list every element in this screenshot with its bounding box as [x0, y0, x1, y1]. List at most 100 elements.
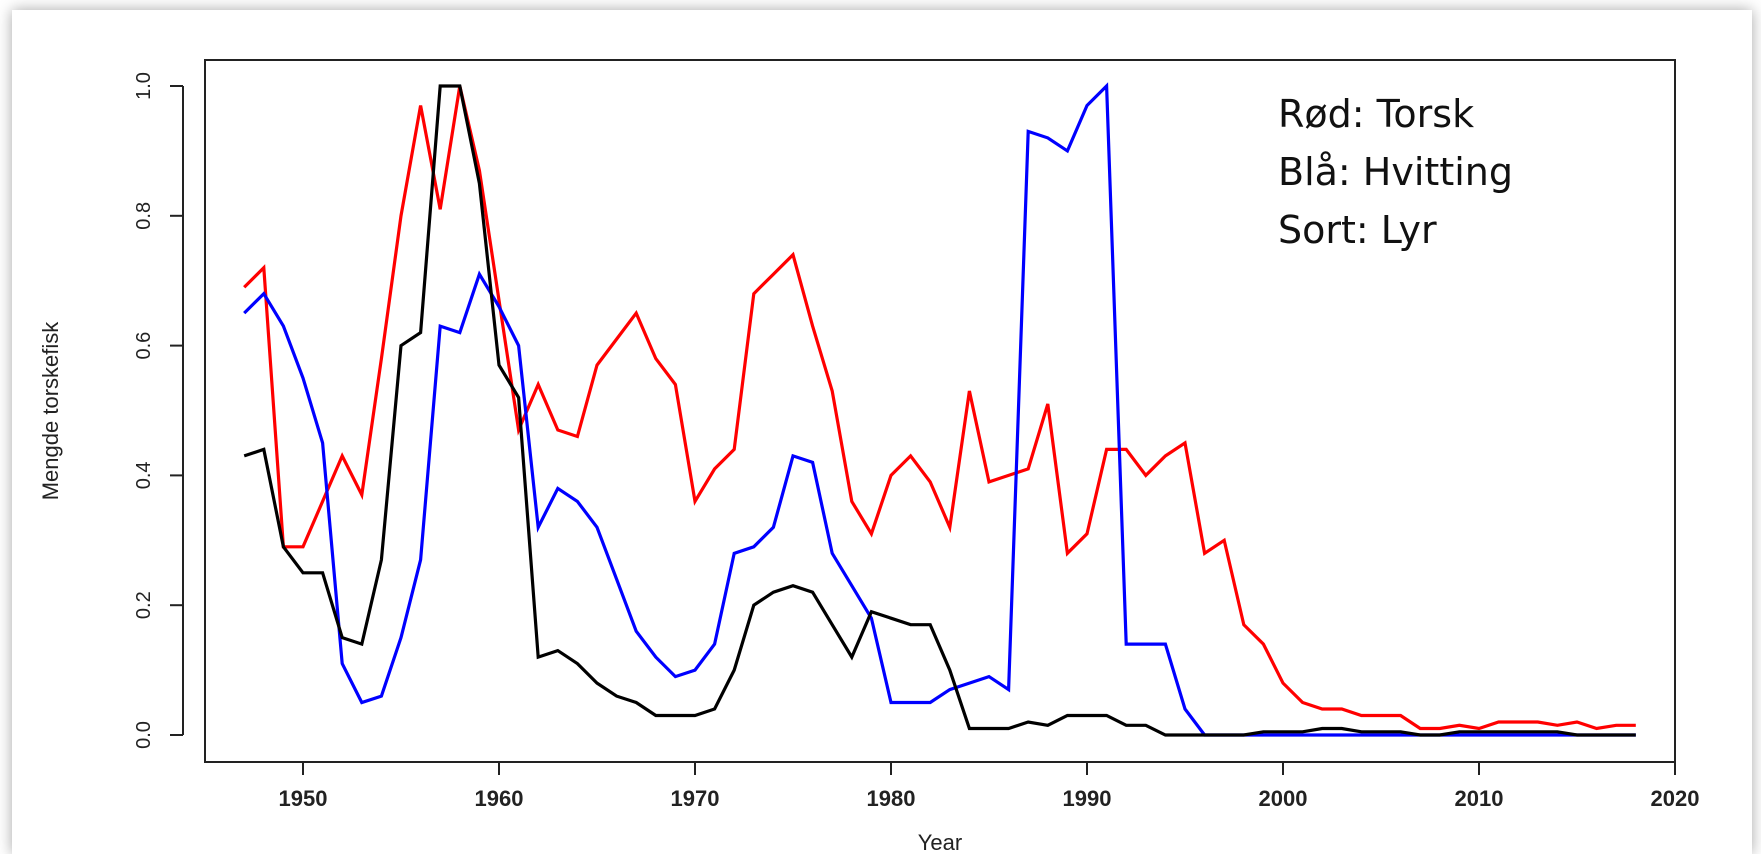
- data-point-hvitting: [1027, 130, 1029, 132]
- data-point-torsk: [1203, 552, 1205, 554]
- data-point-lyr: [1027, 721, 1029, 723]
- data-point-torsk: [498, 299, 500, 301]
- data-point-lyr: [1497, 731, 1499, 733]
- data-point-lyr: [1556, 731, 1558, 733]
- data-point-torsk: [576, 435, 578, 437]
- data-point-torsk: [1047, 403, 1049, 405]
- data-point-lyr: [537, 656, 539, 658]
- data-point-lyr: [694, 714, 696, 716]
- data-point-torsk: [1399, 714, 1401, 716]
- y-tick-label: 0.4: [133, 461, 155, 489]
- data-point-hvitting: [655, 656, 657, 658]
- data-point-lyr: [988, 727, 990, 729]
- data-point-torsk: [1576, 721, 1578, 723]
- data-point-hvitting: [1164, 643, 1166, 645]
- data-point-lyr: [655, 714, 657, 716]
- data-point-lyr: [1125, 724, 1127, 726]
- data-point-lyr: [1458, 731, 1460, 733]
- data-point-torsk: [1282, 682, 1284, 684]
- data-point-torsk: [1478, 727, 1480, 729]
- data-point-lyr: [517, 396, 519, 398]
- data-point-hvitting: [400, 636, 402, 638]
- data-point-torsk: [772, 273, 774, 275]
- data-point-lyr: [949, 669, 951, 671]
- data-point-hvitting: [302, 377, 304, 379]
- data-point-lyr: [282, 546, 284, 548]
- data-point-hvitting: [811, 461, 813, 463]
- data-point-torsk: [1007, 474, 1009, 476]
- data-point-torsk: [1321, 708, 1323, 710]
- data-point-lyr: [968, 727, 970, 729]
- data-point-hvitting: [1497, 734, 1499, 736]
- data-point-hvitting: [792, 455, 794, 457]
- data-point-lyr: [557, 649, 559, 651]
- data-point-torsk: [1615, 724, 1617, 726]
- data-point-lyr: [478, 182, 480, 184]
- data-point-lyr: [831, 623, 833, 625]
- data-point-hvitting: [1517, 734, 1519, 736]
- data-point-torsk: [988, 481, 990, 483]
- data-point-hvitting: [909, 701, 911, 703]
- data-point-torsk: [263, 267, 265, 269]
- data-point-lyr: [1282, 731, 1284, 733]
- chart-frame: [12, 10, 1752, 854]
- data-point-hvitting: [1086, 104, 1088, 106]
- data-point-lyr: [1086, 714, 1088, 716]
- data-point-lyr: [909, 623, 911, 625]
- data-point-lyr: [1399, 731, 1401, 733]
- data-point-hvitting: [1184, 708, 1186, 710]
- data-point-torsk: [1027, 468, 1029, 470]
- data-point-torsk: [811, 325, 813, 327]
- data-point-lyr: [1262, 731, 1264, 733]
- data-point-torsk: [341, 455, 343, 457]
- data-point-torsk: [361, 494, 363, 496]
- legend-entry-hvitting: Blå: Hvitting: [1278, 150, 1513, 194]
- data-point-lyr: [753, 604, 755, 606]
- data-point-torsk: [1360, 714, 1362, 716]
- data-point-torsk: [380, 357, 382, 359]
- data-point-lyr: [498, 364, 500, 366]
- data-point-lyr: [1341, 727, 1343, 729]
- data-point-lyr: [1145, 724, 1147, 726]
- data-point-hvitting: [557, 487, 559, 489]
- data-point-lyr: [1635, 734, 1637, 736]
- data-point-torsk: [1595, 727, 1597, 729]
- x-tick-label: 2010: [1455, 786, 1504, 811]
- y-tick-label: 0.2: [133, 591, 155, 619]
- data-point-hvitting: [282, 325, 284, 327]
- data-point-torsk: [968, 390, 970, 392]
- x-tick-label: 1980: [867, 786, 916, 811]
- data-point-hvitting: [380, 695, 382, 697]
- data-point-torsk: [478, 169, 480, 171]
- legend-entry-lyr: Sort: Lyr: [1278, 208, 1437, 252]
- data-point-hvitting: [1282, 734, 1284, 736]
- data-point-torsk: [1164, 455, 1166, 457]
- x-tick-label: 2000: [1259, 786, 1308, 811]
- data-point-lyr: [1105, 714, 1107, 716]
- data-point-lyr: [1615, 734, 1617, 736]
- data-point-hvitting: [361, 701, 363, 703]
- data-point-hvitting: [890, 701, 892, 703]
- data-point-hvitting: [753, 546, 755, 548]
- x-tick-label: 1960: [475, 786, 524, 811]
- data-point-lyr: [1321, 727, 1323, 729]
- data-point-lyr: [361, 643, 363, 645]
- data-point-hvitting: [1066, 150, 1068, 152]
- data-point-lyr: [635, 701, 637, 703]
- data-point-torsk: [1125, 448, 1127, 450]
- data-point-torsk: [400, 215, 402, 217]
- data-point-hvitting: [537, 526, 539, 528]
- data-point-lyr: [263, 448, 265, 450]
- data-point-hvitting: [419, 559, 421, 561]
- data-point-torsk: [537, 383, 539, 385]
- data-point-lyr: [1243, 734, 1245, 736]
- data-point-lyr: [772, 591, 774, 593]
- data-point-torsk: [909, 455, 911, 457]
- data-point-torsk: [596, 364, 598, 366]
- data-point-torsk: [792, 254, 794, 256]
- data-point-torsk: [1556, 724, 1558, 726]
- data-point-lyr: [576, 662, 578, 664]
- data-point-hvitting: [1262, 734, 1264, 736]
- data-point-lyr: [1164, 734, 1166, 736]
